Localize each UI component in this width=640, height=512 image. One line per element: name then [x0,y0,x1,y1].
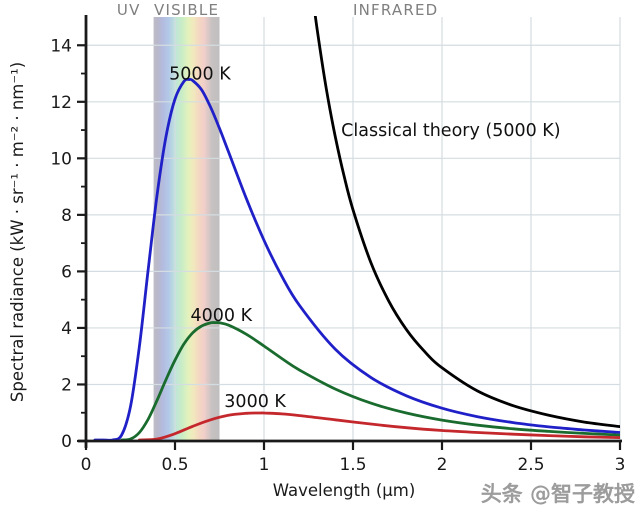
y-tick-label: 10 [50,149,72,169]
x-tick-label: 1 [259,455,270,475]
y-tick-label: 6 [61,262,72,282]
curve-labels: 5000 K 4000 K 3000 K Classical theory (5000… [169,65,560,412]
x-tick-label: 2.5 [517,455,544,475]
gridlines [86,17,621,441]
y-tick-label: 4 [61,319,72,339]
x-axis-title: Wavelength (μm) [273,481,416,500]
curve-planck-3000k [138,411,620,441]
tick-labels: 0 0.5 1 1.5 2 2.5 3 0 2 4 6 8 10 12 14 [50,36,625,475]
curve-planck-5000k [93,77,620,441]
x-tick-label: 2 [437,455,448,475]
x-tick-label: 0 [81,455,92,475]
curve-planck-4000k [120,321,620,441]
region-label-visible: VISIBLE [154,1,219,19]
x-tick-label: 3 [615,455,626,475]
axes [77,15,622,450]
region-labels: UV VISIBLE INFRARED [117,1,438,19]
x-tick-label: 0.5 [161,455,188,475]
visible-band-rect [153,17,220,441]
watermark: 头条 @智子教授 [480,482,635,506]
curve-label-5000-k: 5000 K [169,65,231,85]
y-tick-label: 0 [61,432,72,452]
region-label-uv: UV [117,1,141,19]
curve-classical-5000k [313,16,620,428]
radiance-curves [93,16,620,441]
y-axis-title: Spectral radiance (kW · sr⁻¹ · m⁻² · nm⁻… [8,62,27,402]
y-tick-label: 2 [61,375,72,395]
y-tick-label: 12 [50,93,72,113]
curve-label-3000-k: 3000 K [224,392,286,412]
y-tick-label: 14 [50,36,72,56]
curve-label-classical-theory-5000-k: Classical theory (5000 K) [341,121,560,141]
y-tick-label: 8 [61,206,72,226]
curve-label-4000-k: 4000 K [190,306,252,326]
visible-spectrum-band [153,17,220,441]
region-label-infrared: INFRARED [353,1,438,19]
x-tick-label: 1.5 [339,455,366,475]
